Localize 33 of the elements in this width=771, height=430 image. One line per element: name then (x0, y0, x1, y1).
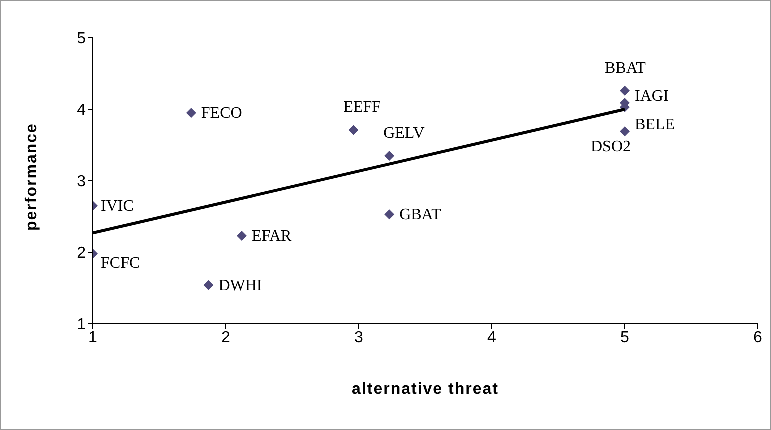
y-tick-label: 3 (77, 174, 86, 191)
annotation: EEFF (344, 99, 382, 116)
x-tick-label: 6 (754, 329, 763, 346)
annotation: BELE (635, 116, 675, 134)
annotation: GELV (384, 124, 426, 142)
point (620, 86, 630, 96)
point (186, 108, 196, 118)
y-axis-title: performance (24, 123, 41, 231)
point (620, 126, 630, 137)
point (236, 231, 247, 242)
point (204, 280, 214, 290)
y-tick-label: 4 (77, 102, 86, 120)
y-tick-label: 2 (77, 245, 86, 262)
annotation: EFAR (252, 228, 292, 246)
x-tick-label: 1 (88, 329, 98, 346)
annotation: FCFC (101, 254, 140, 272)
point (384, 210, 395, 220)
annotation: BBAT (605, 60, 646, 77)
point (348, 125, 359, 136)
x-axis-title: alternative threat (352, 381, 499, 398)
x-tick-label: 2 (222, 329, 231, 346)
annotation: IAGI (635, 88, 669, 106)
annotation: FECO (201, 105, 242, 122)
annotation: DWHI (218, 277, 262, 294)
point (384, 150, 395, 161)
y-tick-label: 1 (77, 316, 86, 334)
y-tick-label: 5 (77, 30, 86, 48)
annotation: GBAT (400, 206, 442, 224)
x-tick-label: 4 (488, 329, 497, 346)
x-tick-label: 3 (354, 329, 364, 346)
annotation: DSO2 (591, 138, 632, 156)
annotation: IVIC (101, 198, 134, 216)
x-tick-label: 5 (620, 329, 630, 346)
